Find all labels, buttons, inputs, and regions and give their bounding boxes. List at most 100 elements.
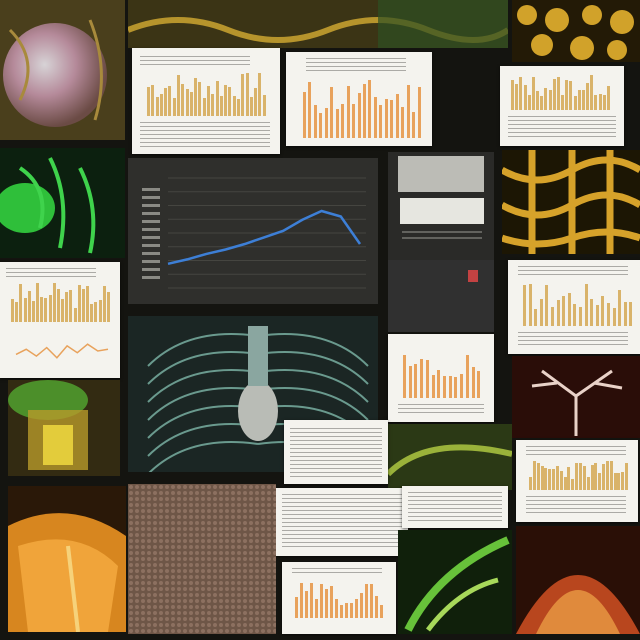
bar-mark xyxy=(515,84,519,110)
bar-mark xyxy=(528,284,532,326)
bar-mark xyxy=(202,98,206,116)
bar-mark xyxy=(477,371,481,398)
bar-mark xyxy=(552,79,556,110)
text-card-a xyxy=(284,420,388,484)
bar-mark xyxy=(437,370,441,398)
bar-mark xyxy=(295,597,298,618)
photo-tile-yellow-lattice xyxy=(502,150,640,254)
bar-mark xyxy=(228,87,232,116)
bar-mark xyxy=(345,603,348,618)
bar-mark xyxy=(431,375,435,398)
bar-mark xyxy=(61,299,64,322)
axis-tick-label xyxy=(142,276,160,279)
bubble-shape xyxy=(3,23,107,127)
bar-mark xyxy=(94,302,98,322)
bar-mark xyxy=(368,80,372,138)
bar-mark xyxy=(219,96,223,116)
bar-mark xyxy=(575,463,579,490)
bar-mark xyxy=(198,82,202,116)
axis-tick-label xyxy=(142,260,160,263)
photo-tile-top-strip xyxy=(128,0,508,48)
bar-group-top-3 xyxy=(510,74,610,110)
bar-mark xyxy=(414,364,418,398)
bar-mark xyxy=(602,464,606,490)
bar-mark xyxy=(523,285,526,326)
text-card-b xyxy=(276,488,408,556)
bar-mark xyxy=(552,469,556,490)
bar-mark xyxy=(618,290,622,326)
bar-mark xyxy=(532,461,536,490)
bar-group-top-1 xyxy=(146,72,266,116)
chart-card-top-1 xyxy=(132,48,280,154)
bar-mark xyxy=(460,374,464,398)
bar-mark xyxy=(346,86,350,138)
bar-mark xyxy=(606,86,610,110)
bar-mark xyxy=(315,599,318,618)
bar-mark xyxy=(106,292,110,322)
rib-shape xyxy=(147,333,259,367)
bar-group-lower-right xyxy=(528,460,629,490)
bar-mark xyxy=(563,477,567,490)
bar-mark xyxy=(534,309,538,326)
bar-mark xyxy=(629,302,633,326)
bar-mark xyxy=(523,85,527,110)
bar-mark xyxy=(567,293,571,326)
bar-mark xyxy=(365,584,368,618)
bar-mark xyxy=(36,283,39,322)
bar-group-right-mid xyxy=(522,282,634,326)
bar-mark xyxy=(355,599,358,618)
bar-mark xyxy=(448,376,452,398)
bar-mark xyxy=(303,92,306,138)
bar-mark xyxy=(609,461,613,490)
line-chart-screen xyxy=(128,158,378,304)
bar-mark xyxy=(403,355,406,398)
bar-mark xyxy=(27,291,31,322)
axis-tick-label xyxy=(142,268,160,271)
axis-tick-label xyxy=(142,236,160,239)
bar-mark xyxy=(172,98,176,116)
bar-mark xyxy=(15,302,19,322)
dashboard-panel xyxy=(388,152,494,332)
bar-mark xyxy=(177,75,180,116)
bar-mark xyxy=(320,584,323,618)
axis-tick-label xyxy=(142,204,160,207)
photo-tile-mushroom xyxy=(516,526,640,634)
bar-mark xyxy=(215,81,219,116)
rib-shape xyxy=(257,333,369,367)
bar-mark xyxy=(341,104,345,138)
bar-mark xyxy=(545,285,549,326)
bar-mark xyxy=(551,307,554,326)
bar-mark xyxy=(529,477,532,490)
bar-mark xyxy=(40,297,44,322)
bar-mark xyxy=(579,307,582,326)
bar-mark xyxy=(360,593,363,618)
bar-mark xyxy=(454,377,458,398)
bar-mark xyxy=(211,94,215,116)
bar-mark xyxy=(151,85,155,116)
bar-mark xyxy=(324,108,328,138)
bar-mark xyxy=(373,97,377,138)
bar-mark xyxy=(181,84,185,116)
bar-mark xyxy=(544,88,548,110)
bar-mark xyxy=(571,479,575,490)
bar-mark xyxy=(237,99,240,116)
bar-mark xyxy=(185,89,189,116)
bar-mark xyxy=(232,96,236,116)
bar-mark xyxy=(23,298,27,322)
bar-mark xyxy=(86,286,89,322)
bar-mark xyxy=(540,96,544,110)
bar-mark xyxy=(577,90,581,110)
chart-card-bottom xyxy=(282,562,396,634)
rib-shape xyxy=(257,351,369,385)
bar-mark xyxy=(625,463,629,490)
bar-mark xyxy=(623,302,627,326)
bar-mark xyxy=(335,599,338,618)
bar-mark xyxy=(168,86,172,116)
bar-mark xyxy=(305,591,308,618)
bar-mark xyxy=(352,104,356,138)
bar-mark xyxy=(601,296,605,326)
bar-mark xyxy=(594,463,598,490)
bar-mark xyxy=(207,86,210,116)
photo-tile-bubble xyxy=(0,0,125,140)
bar-mark xyxy=(155,97,159,116)
